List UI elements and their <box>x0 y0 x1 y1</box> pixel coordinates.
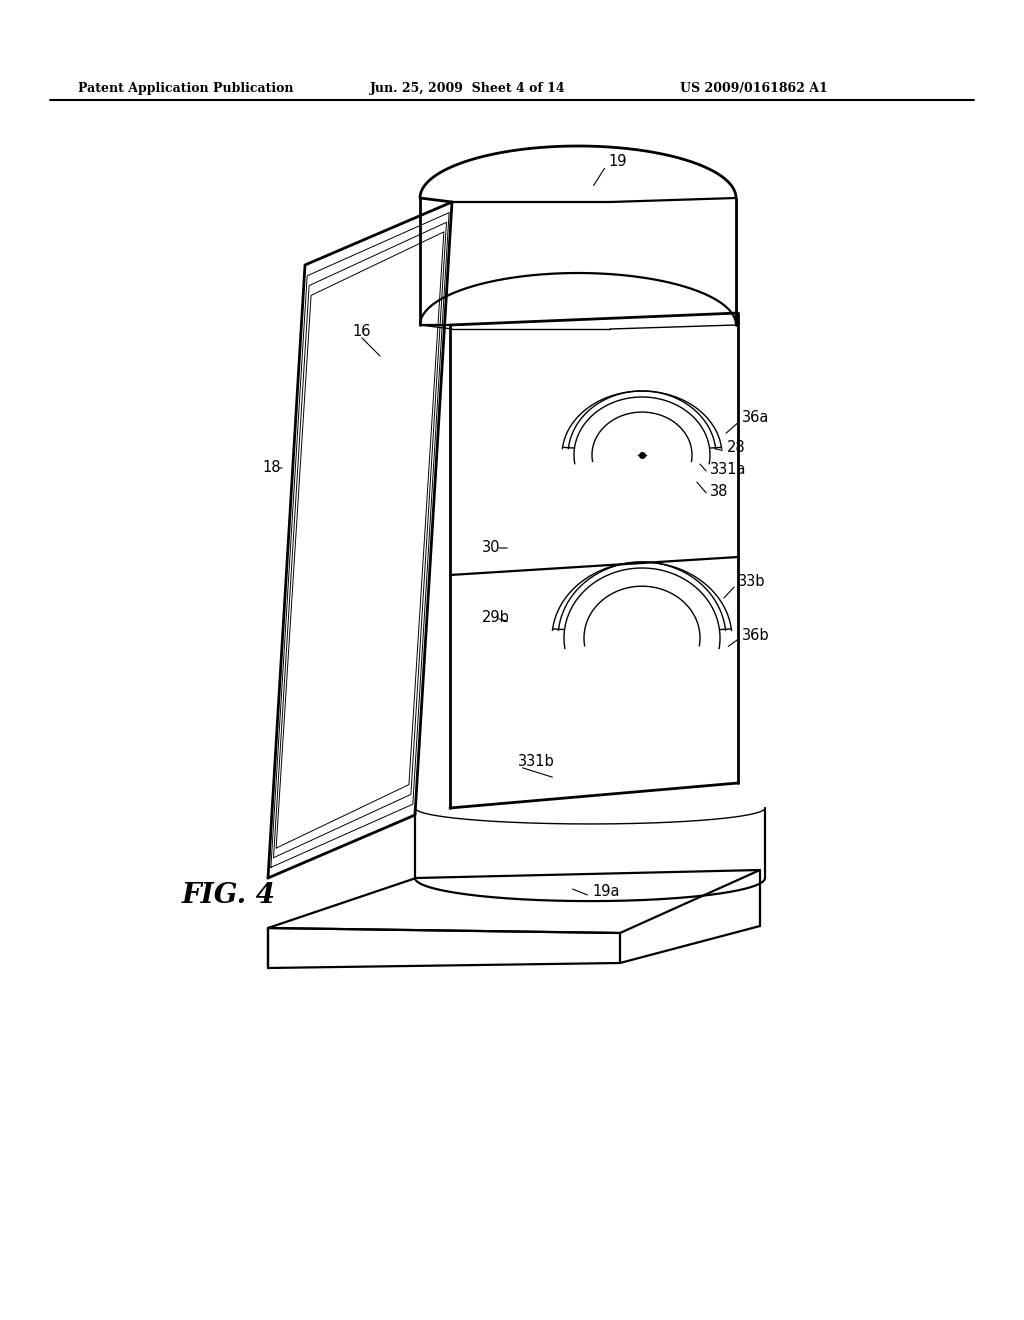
Text: 18: 18 <box>262 461 281 475</box>
Text: 331a: 331a <box>710 462 746 478</box>
Text: Jun. 25, 2009  Sheet 4 of 14: Jun. 25, 2009 Sheet 4 of 14 <box>370 82 565 95</box>
Text: 36b: 36b <box>742 627 770 643</box>
Text: 38: 38 <box>710 484 728 499</box>
Text: Patent Application Publication: Patent Application Publication <box>78 82 294 95</box>
Text: 30: 30 <box>482 540 501 556</box>
Text: 16: 16 <box>352 325 371 339</box>
Text: FIG. 4: FIG. 4 <box>182 882 276 909</box>
Text: 29b: 29b <box>482 610 510 626</box>
Text: 28: 28 <box>727 441 745 455</box>
Text: US 2009/0161862 A1: US 2009/0161862 A1 <box>680 82 827 95</box>
Text: 19: 19 <box>608 154 627 169</box>
Text: 33b: 33b <box>738 574 766 590</box>
Text: 19a: 19a <box>592 884 620 899</box>
Text: 331b: 331b <box>518 755 555 770</box>
Text: 36a: 36a <box>742 411 769 425</box>
